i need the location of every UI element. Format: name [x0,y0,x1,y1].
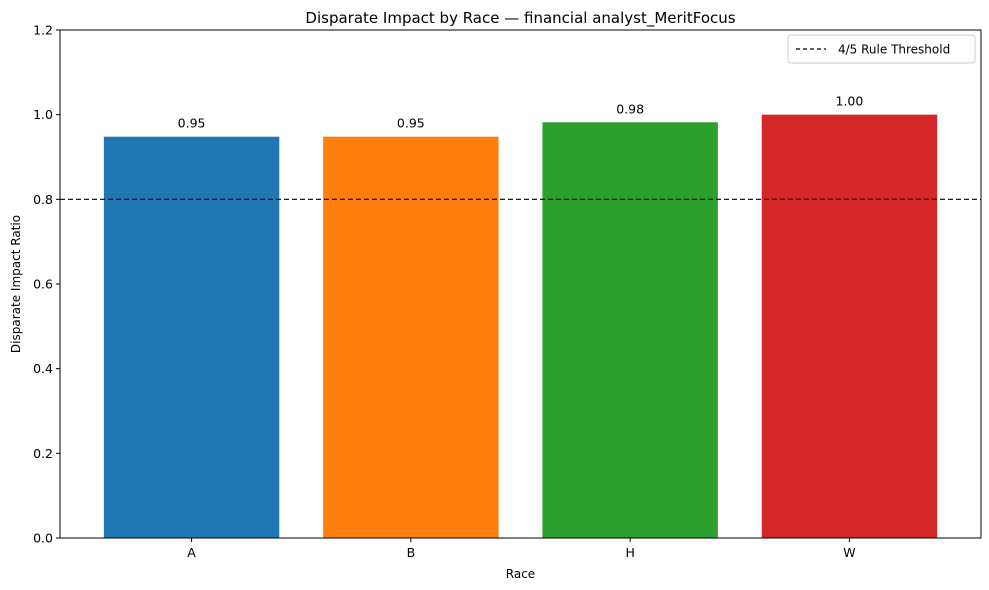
bar-h [542,122,718,538]
bar-value-label: 1.00 [836,94,864,109]
y-tick-label: 0.4 [33,361,53,376]
y-tick-label: 0.8 [33,192,53,207]
bar-value-label: 0.98 [616,101,644,116]
legend: 4/5 Rule Threshold [787,34,976,64]
chart-title: Disparate Impact by Race — financial ana… [305,9,735,28]
y-tick-label: 1.2 [33,23,53,38]
x-tick-label: W [843,545,855,560]
bar-a [103,136,280,538]
bar-w [761,114,938,539]
bar-value-label: 0.95 [397,116,425,131]
plot-area: 0.95 A 0.95 B 0.98 H 1.00 W 0.0 0.2 0.4 0.6 0.8 1.0 1.… [33,23,981,560]
bar-value-label: 0.95 [178,116,206,131]
legend-threshold-label: 4/5 Rule Threshold [838,43,950,57]
x-tick-label: B [407,545,416,560]
x-axis-label: Race [506,567,535,581]
bar-b [323,136,499,538]
x-tick-label: H [625,545,634,560]
plot-frame [59,29,982,539]
y-tick-label: 0.6 [33,277,53,292]
y-tick-label: 0.0 [33,531,53,546]
y-axis-label: Disparate Impact Ratio [9,215,23,353]
y-tick-label: 1.0 [33,107,53,122]
x-tick-label: A [187,545,196,560]
legend-box [787,34,976,64]
y-tick-label: 0.2 [33,446,53,461]
